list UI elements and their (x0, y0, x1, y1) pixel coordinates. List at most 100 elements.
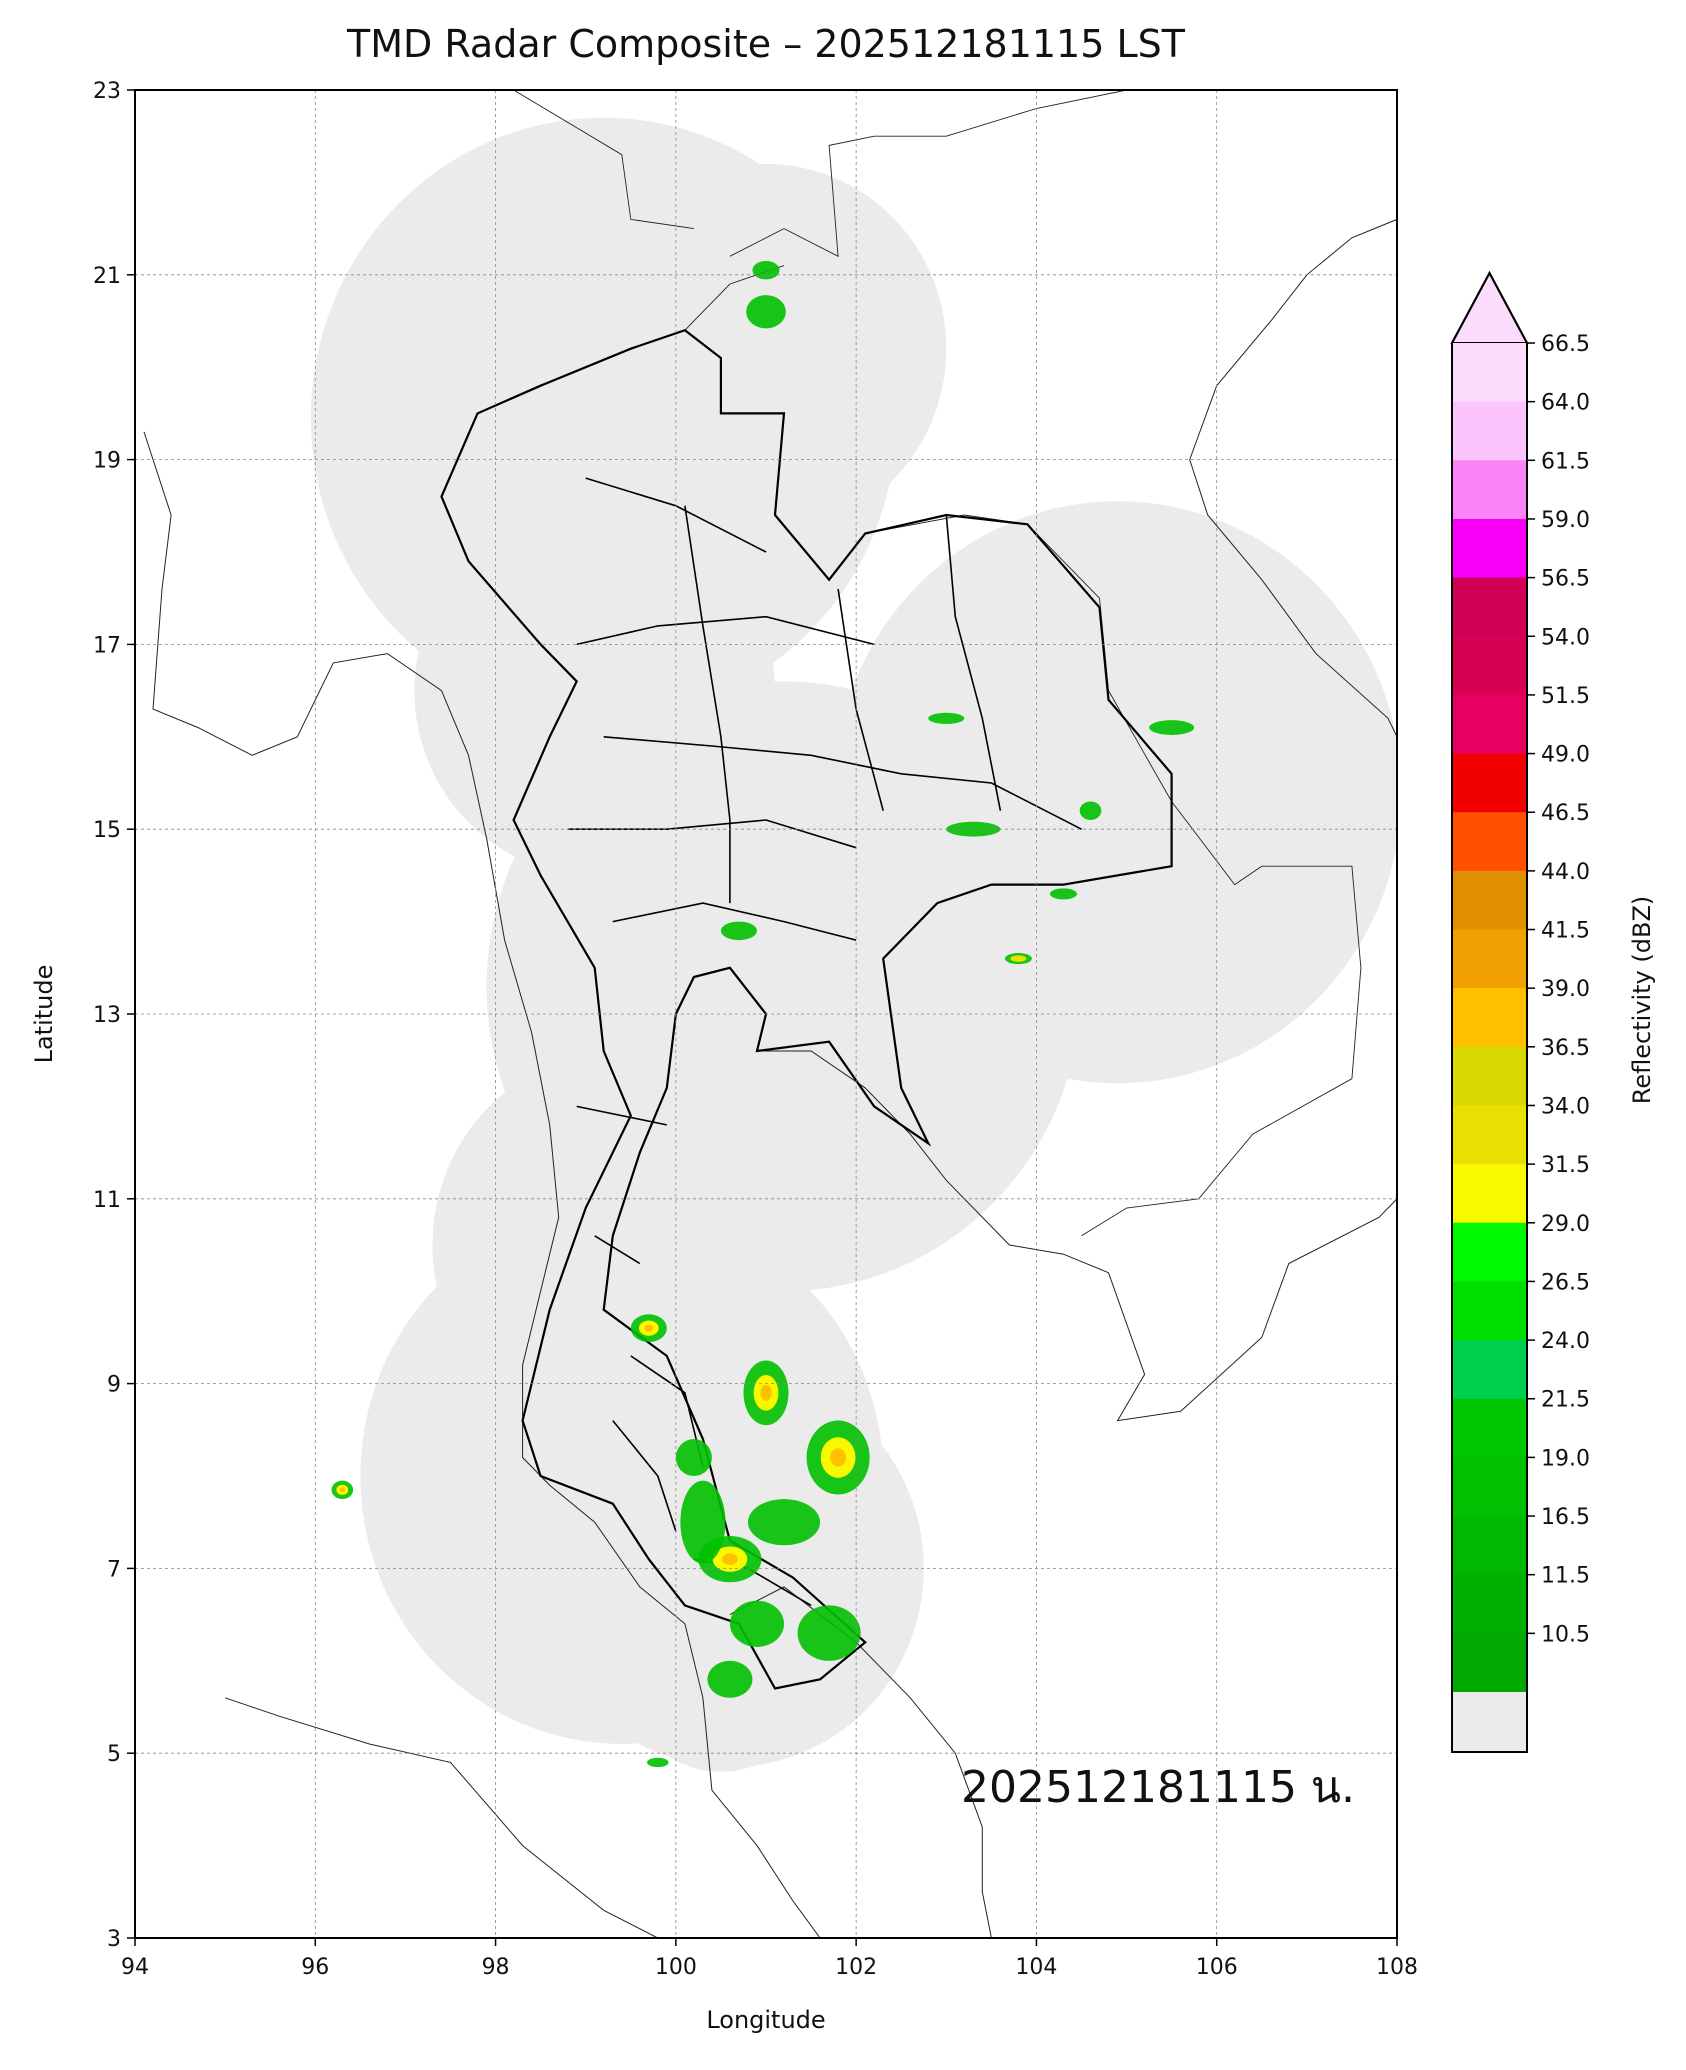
y-tick-label: 7 (107, 1557, 121, 1582)
coastline (224, 1697, 659, 1938)
y-tick-label: 23 (93, 79, 121, 104)
colorbar-tick-label: 19.0 (1541, 1446, 1590, 1471)
echo-cell (707, 1660, 753, 1698)
country-border (513, 90, 694, 230)
echo-core-heavy (722, 1553, 738, 1565)
colorbar-swatch (1452, 460, 1527, 520)
colorbar-swatch (1452, 343, 1527, 403)
province-border (594, 1235, 641, 1265)
colorbar-tick-label: 46.5 (1541, 801, 1590, 826)
colorbar-swatch (1452, 636, 1527, 696)
chart-title: TMD Radar Composite – 202512181115 LST (347, 22, 1185, 66)
x-tick-label: 106 (1196, 1955, 1238, 1980)
colorbar-swatch (1452, 1516, 1527, 1576)
colorbar-tick-label: 59.0 (1541, 508, 1590, 533)
colorbar-swatch (1452, 694, 1527, 755)
colorbar-swatch (1452, 577, 1527, 637)
echo-cell (1049, 888, 1077, 900)
colorbar-tick-label: 56.5 (1541, 567, 1590, 592)
colorbar-swatch (1452, 1105, 1527, 1165)
colorbar-tick-label: 11.5 (1541, 1564, 1590, 1589)
colorbar-label: Reflectivity (dBZ) (1628, 896, 1656, 1105)
colorbar-tick-label: 41.5 (1541, 919, 1590, 944)
province-border (684, 505, 731, 904)
colorbar-tick-label: 29.0 (1541, 1212, 1590, 1237)
colorbar-tick-label: 16.5 (1541, 1505, 1590, 1530)
colorbar-tick-label: 36.5 (1541, 1036, 1590, 1061)
coastline (1189, 218, 1397, 738)
echo-cell (647, 1757, 669, 1768)
colorbar-swatch (1452, 870, 1527, 931)
echo-core-heavy (760, 1384, 772, 1401)
colorbar-tick-label: 21.5 (1541, 1388, 1590, 1413)
colorbar-swatch (1452, 1281, 1527, 1341)
province-border (612, 902, 857, 941)
colorbar: 66.5 64.0 61.5 59.0 56.5 54.0 51.5 49.0 46.5 44.0… (1450, 270, 1590, 1753)
echo-cell (675, 1439, 712, 1476)
y-tick-label: 11 (93, 1188, 121, 1213)
y-axis-ticks: 23 21 19 17 15 13 11 9 7 5 3 (93, 79, 135, 1952)
echo-core (1010, 955, 1027, 962)
radar-coverage-circle (585, 163, 947, 534)
y-tick-label: 13 (93, 1003, 121, 1028)
colorbar-tick-label: 49.0 (1541, 743, 1590, 768)
colorbar-swatch (1452, 1633, 1527, 1693)
echo-core-heavy (830, 1448, 847, 1467)
echo-cell (746, 295, 786, 329)
colorbar-swatch (1452, 1574, 1527, 1634)
colorbar-swatch (1452, 1164, 1527, 1224)
x-tick-label: 102 (835, 1955, 877, 1980)
colorbar-extend-arrow (1450, 270, 1529, 344)
x-axis-label: Longitude (706, 2006, 825, 2034)
colorbar-tick-label: 24.0 (1541, 1329, 1590, 1354)
x-tick-label: 96 (301, 1955, 329, 1980)
y-tick-label: 9 (107, 1373, 121, 1398)
colorbar-swatch (1452, 401, 1527, 461)
colorbar-tick-label: 44.0 (1541, 860, 1590, 885)
colorbar-swatch (1452, 1340, 1527, 1400)
coastline (143, 431, 821, 1938)
colorbar-swatch-below (1452, 1692, 1527, 1752)
colorbar-tick-label: 54.0 (1541, 625, 1590, 650)
timestamp-annotation: 202512181115 น. (961, 1762, 1355, 1813)
y-axis-label: Latitude (30, 965, 58, 1064)
colorbar-swatch (1452, 812, 1527, 872)
colorbar-swatch (1452, 1398, 1527, 1458)
x-tick-label: 108 (1376, 1955, 1418, 1980)
echo-cell (797, 1605, 861, 1661)
colorbar-tick-label: 10.5 (1541, 1622, 1590, 1647)
echo-cell (928, 712, 965, 724)
colorbar-tick-label: 34.0 (1541, 1094, 1590, 1119)
colorbar-tick-label: 51.5 (1541, 684, 1590, 709)
province-border (612, 1420, 677, 1532)
province-border (945, 514, 1002, 811)
country-border (729, 90, 1127, 258)
y-tick-label: 17 (93, 633, 121, 658)
x-axis-ticks: 94 96 98 100 102 104 106 108 (121, 1938, 1418, 1980)
colorbar-swatch (1452, 1222, 1527, 1282)
colorbar-swatch (1452, 753, 1527, 813)
echo-core-heavy (644, 1324, 654, 1332)
reflectivity-echo-layer (331, 260, 1195, 1768)
colorbar-tick-label: 26.5 (1541, 1270, 1590, 1295)
y-tick-label: 3 (107, 1927, 121, 1952)
echo-cell (1149, 720, 1195, 735)
colorbar-swatch (1452, 929, 1527, 989)
colorbar-tick-label: 61.5 (1541, 449, 1590, 474)
colorbar-tick-label: 64.0 (1541, 391, 1590, 416)
x-tick-label: 94 (121, 1955, 149, 1980)
y-tick-label: 5 (107, 1742, 121, 1767)
colorbar-swatch (1452, 1046, 1527, 1106)
echo-cell (680, 1480, 726, 1564)
colorbar-tick-label: 66.5 (1541, 332, 1590, 357)
echo-cell (752, 260, 780, 280)
colorbar-tick-label: 39.0 (1541, 977, 1590, 1002)
y-tick-label: 21 (93, 264, 121, 289)
colorbar-swatch (1452, 518, 1527, 579)
echo-cell (1079, 801, 1102, 820)
x-tick-label: 100 (655, 1955, 697, 1980)
echo-cell (729, 1600, 785, 1647)
echo-core-heavy (339, 1487, 346, 1493)
colorbar-tick-label: 31.5 (1541, 1153, 1590, 1178)
